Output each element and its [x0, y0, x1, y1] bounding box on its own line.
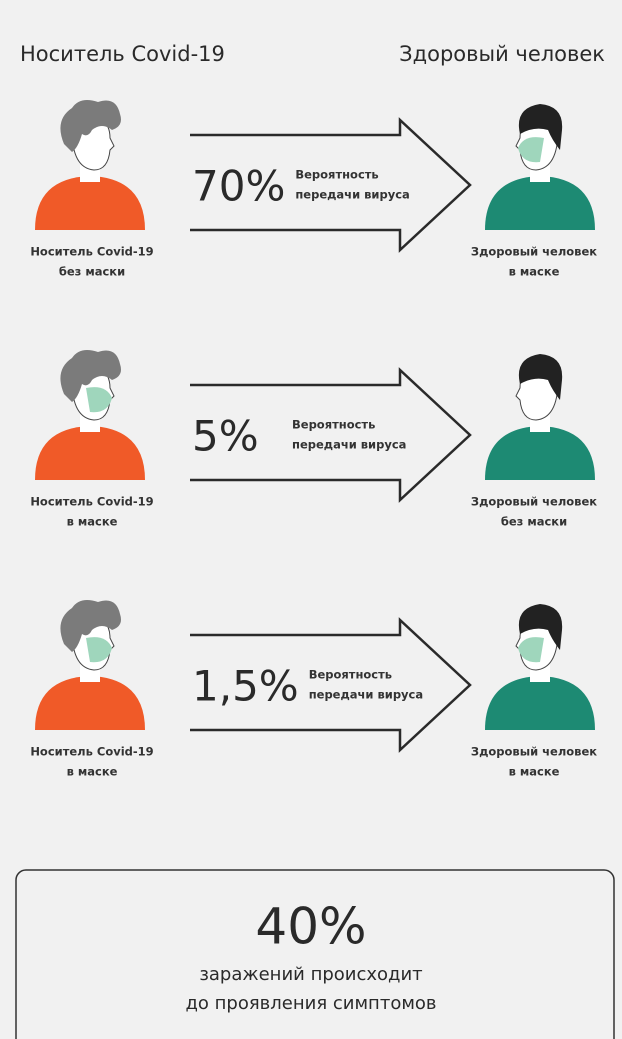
page: Носитель Covid-19 Здоровый человек Носит…	[0, 0, 622, 1039]
carrier-figure	[35, 100, 145, 230]
healthy-label: в маске	[509, 765, 560, 779]
header-right: Здоровый человек	[399, 42, 605, 66]
summary-percent: 40%	[255, 898, 366, 956]
description: передачи вируса	[309, 688, 423, 702]
healthy-figure	[485, 104, 595, 230]
description: Вероятность	[309, 668, 392, 682]
header-left: Носитель Covid-19	[20, 42, 225, 66]
healthy-label: в маске	[509, 265, 560, 279]
description: Вероятность	[295, 168, 378, 182]
summary-text: заражений происходит	[199, 964, 422, 985]
carrier-label: в маске	[67, 765, 118, 779]
carrier-label: без маски	[59, 265, 125, 279]
percent: 70%	[192, 162, 285, 211]
carrier-label: в маске	[67, 515, 118, 529]
healthy-label: без маски	[501, 515, 567, 529]
description: передачи вируса	[292, 438, 406, 452]
healthy-label: Здоровый человек	[471, 245, 597, 259]
carrier-figure	[35, 350, 145, 480]
healthy-figure	[485, 354, 595, 480]
healthy-label: Здоровый человек	[471, 745, 597, 759]
description: передачи вируса	[295, 188, 409, 202]
healthy-label: Здоровый человек	[471, 495, 597, 509]
carrier-label: Носитель Covid-19	[30, 495, 153, 509]
rows: Носитель Covid-19 без маски Здоровый челов…	[30, 100, 597, 779]
carrier-label: Носитель Covid-19	[30, 745, 153, 759]
infographic: Носитель Covid-19 Здоровый человек Носит…	[0, 0, 622, 1039]
carrier-label: Носитель Covid-19	[30, 245, 153, 259]
description: Вероятность	[292, 418, 375, 432]
summary-text: до проявления симптомов	[185, 993, 436, 1014]
percent: 5%	[192, 412, 259, 461]
percent: 1,5%	[192, 662, 299, 711]
carrier-figure	[35, 600, 145, 730]
healthy-figure	[485, 604, 595, 730]
